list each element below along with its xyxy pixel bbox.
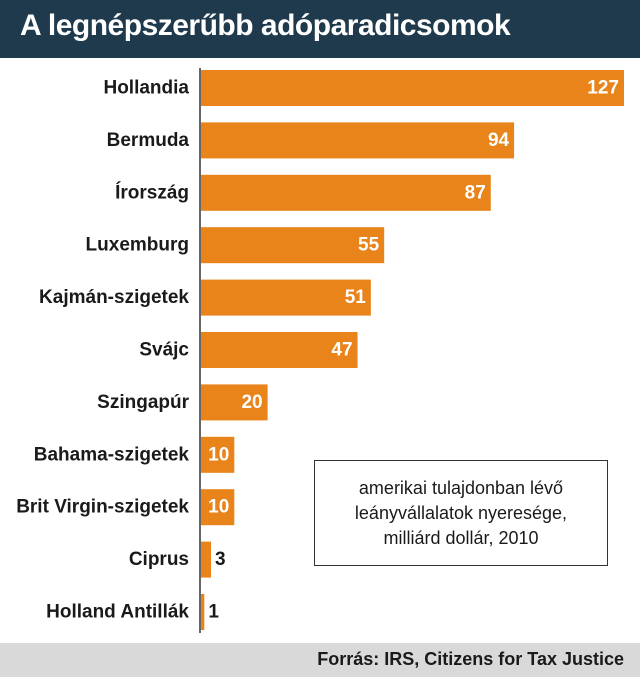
category-label: Bahama-szigetek: [34, 444, 190, 465]
value-label: 1: [208, 602, 219, 623]
chart-title: A legnépszerűbb adóparadicsomok: [20, 9, 511, 42]
legend-line-2: leányvállalatok nyeresége,: [354, 502, 568, 523]
category-label: Ciprus: [129, 549, 189, 570]
bar-9: [201, 541, 211, 578]
source-bar: Forrás: IRS, Citizens for Tax Justice: [0, 643, 640, 677]
bar-2: [201, 174, 491, 211]
bar-5: [201, 332, 358, 368]
value-label: 87: [465, 182, 486, 203]
bar-1: [201, 122, 515, 159]
value-label: 3: [215, 549, 226, 570]
value-label: 51: [345, 287, 367, 308]
value-label: 10: [208, 444, 229, 465]
bar-chart: Hollandia 127 Bermuda 94 Írország 87 Luxemburg…: [16, 68, 624, 633]
bar-0: [201, 70, 624, 106]
bar-6: [201, 384, 268, 421]
legend-line-3: milliárd dollár, 2010: [383, 527, 539, 548]
category-label: Hollandia: [103, 78, 189, 99]
legend-line-1: amerikai tulajdonban lévő: [358, 477, 564, 498]
category-label: Brit Virgin-szigetek: [16, 497, 189, 518]
category-label: Holland Antillák: [46, 602, 189, 623]
legend-box: amerikai tulajdonban lévő leányvállalato…: [314, 460, 608, 566]
category-label: Szingapúr: [97, 392, 189, 413]
value-label: 10: [208, 497, 229, 518]
bar-10: [201, 594, 205, 630]
value-label: 94: [488, 130, 510, 151]
category-label: Luxemburg: [86, 235, 189, 256]
source-note: Forrás: IRS, Citizens for Tax Justice: [317, 649, 624, 669]
bars-group: Hollandia 127 Bermuda 94 Írország 87 Luxemburg…: [16, 70, 624, 630]
bar-3: [201, 227, 385, 264]
category-label: Írország: [115, 181, 189, 203]
value-label: 47: [331, 340, 352, 361]
category-label: Bermuda: [107, 130, 190, 151]
bar-4: [201, 279, 371, 316]
category-label: Kajmán-szigetek: [39, 287, 189, 308]
bar-8: [201, 489, 235, 526]
value-label: 20: [241, 392, 262, 413]
value-label: 127: [587, 78, 619, 99]
bar-7: [201, 436, 235, 473]
value-label: 55: [358, 235, 380, 256]
title-bar: A legnépszerűbb adóparadicsomok: [0, 0, 640, 58]
category-label: Svájc: [139, 340, 189, 361]
